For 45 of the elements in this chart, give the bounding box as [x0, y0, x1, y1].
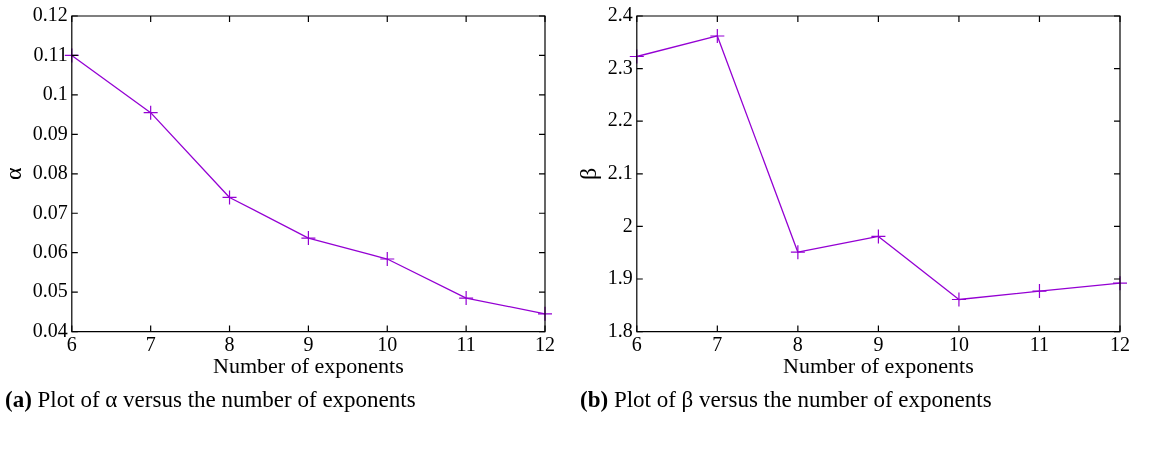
point: [790, 244, 806, 260]
y-tick-label: 0.08: [32, 161, 68, 184]
y-tick-label: 1.8: [607, 318, 633, 341]
point: [709, 28, 725, 44]
y-tick-label: 2.3: [607, 55, 633, 78]
point: [1031, 283, 1048, 299]
y-axis-title: α: [0, 167, 26, 181]
x-tick-label: 12: [1110, 332, 1130, 355]
y-tick-label: 0.11: [33, 42, 68, 65]
x-tick-label: 8: [792, 332, 803, 355]
x-tick-label: 6: [631, 332, 642, 355]
y-tick-label: 2.2: [607, 108, 633, 131]
point: [300, 230, 316, 246]
y-axis-title: β: [574, 167, 601, 180]
x-tick-label: 11: [1029, 332, 1050, 355]
y-tick-label: 0.05: [32, 279, 68, 302]
y-tick-label: 0.06: [32, 239, 68, 262]
x-tick-label: 8: [224, 332, 235, 355]
text: (a) Plot of α versus the number of exponents: [4, 386, 417, 414]
point: [951, 291, 967, 308]
point: [221, 189, 238, 206]
x-tick-label: 12: [535, 332, 555, 355]
y-tick-label: 0.12: [32, 3, 68, 26]
text: (b) Plot of β versus the number of exponents: [579, 386, 993, 414]
y-tick-label: 2.1: [607, 161, 633, 184]
y-tick-label: 0.04: [32, 318, 68, 341]
x-tick-label: 10: [948, 332, 969, 355]
x-tick-label: 9: [873, 332, 884, 355]
x-axis-title: Number of exponents: [213, 352, 404, 378]
x-tick-label: 10: [377, 332, 398, 355]
x-tick-label: 7: [712, 332, 723, 355]
y-tick-label: 0.09: [32, 121, 68, 144]
point: [870, 228, 886, 244]
x-axis-title: Number of exponents: [783, 352, 974, 378]
y-tick-label: 2: [622, 213, 633, 236]
x-tick-label: 9: [303, 332, 314, 355]
x-tick-label: 11: [456, 332, 476, 355]
point: [379, 251, 395, 267]
x-tick-label: 7: [145, 332, 156, 355]
point: [458, 290, 474, 306]
y-tick-label: 0.1: [42, 82, 68, 105]
y-tick-label: 1.9: [607, 266, 633, 289]
y-tick-label: 0.07: [32, 200, 68, 223]
point: [143, 105, 159, 121]
y-tick-label: 2.4: [607, 3, 633, 26]
